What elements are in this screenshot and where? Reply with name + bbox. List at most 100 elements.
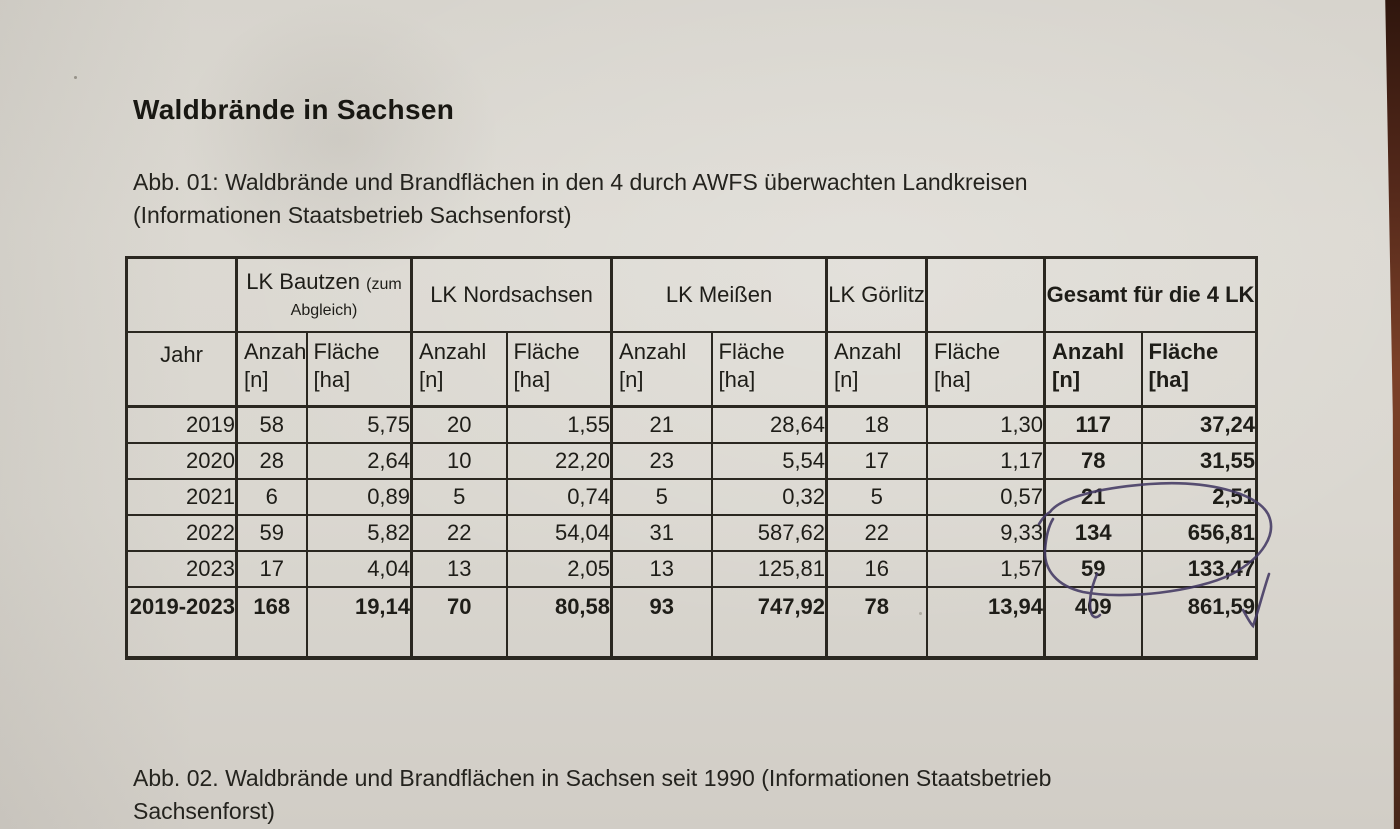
table-cell: 22 xyxy=(410,513,508,552)
table-cell: 133,47 xyxy=(1140,549,1258,588)
table-cell: 5 xyxy=(410,477,508,516)
table-cell: 31 xyxy=(610,513,713,552)
table-cell: 13 xyxy=(610,549,713,588)
caption-line: Sachsenforst) xyxy=(133,798,275,824)
col-header-flaeche: Fläche [ha] xyxy=(505,331,613,408)
table-cell: 2,51 xyxy=(1140,477,1258,516)
table-cell: 70 xyxy=(410,585,508,659)
table-surface-edge xyxy=(1385,0,1400,829)
table-cell: 587,62 xyxy=(710,513,828,552)
table-row: 2021 6 0,89 5 0,74 5 0,32 5 0,57 21 2,51 xyxy=(125,477,1258,516)
table-cell: 37,24 xyxy=(1140,405,1258,444)
table-subheader-row: Jahr Anzahl [n] Fläche [ha] Anzahl [n] Fläc… xyxy=(125,331,1258,408)
col-label: Anzahl xyxy=(834,339,902,364)
group-header-empty xyxy=(925,256,1046,333)
group-header-gesamt: Gesamt für die 4 LK xyxy=(1043,256,1258,333)
table-cell: 0,74 xyxy=(505,477,613,516)
table-total-row: 2019-2023 168 19,14 70 80,58 93 747,92 7… xyxy=(125,585,1258,659)
table-cell: 1,55 xyxy=(505,405,613,444)
table-cell: 861,59 xyxy=(1140,585,1258,659)
table-cell: 28 xyxy=(235,441,308,480)
group-header-goerlitz: LK Görlitz xyxy=(825,256,928,333)
table-cell: 656,81 xyxy=(1140,513,1258,552)
table-cell: 0,57 xyxy=(925,477,1046,516)
table-cell: 168 xyxy=(235,585,308,659)
table-cell: 2,64 xyxy=(305,441,413,480)
col-label: Fläche xyxy=(513,339,580,364)
abb01-table: LK Bautzen (zum Abgleich) LK Nordsachsen… xyxy=(125,256,1259,660)
table-row: 2019 58 5,75 20 1,55 21 28,64 18 1,30 11… xyxy=(125,405,1258,444)
col-header-flaeche: Fläche [ha] xyxy=(305,331,413,408)
group-header-meissen: LK Meißen xyxy=(610,256,828,333)
col-unit: [n] xyxy=(619,367,644,392)
table-cell: 23 xyxy=(610,441,713,480)
table-cell: 0,32 xyxy=(710,477,828,516)
table-cell: 21 xyxy=(610,405,713,444)
table-group-header-row: LK Bautzen (zum Abgleich) LK Nordsachsen… xyxy=(125,256,1258,333)
col-label: Anzahl xyxy=(419,339,487,364)
col-label: Fläche xyxy=(1148,339,1219,364)
col-label: Anzahl xyxy=(619,339,687,364)
page-title: Waldbrände in Sachsen xyxy=(133,94,455,125)
caption-abb02: Abb. 02. Waldbrände und Brandflächen in … xyxy=(133,762,1051,828)
table-cell: 59 xyxy=(235,513,308,552)
col-unit: [ha] xyxy=(1148,367,1189,392)
table-cell: 0,89 xyxy=(305,477,413,516)
group-header-nordsachsen: LK Nordsachsen xyxy=(410,256,613,333)
col-header-flaeche: Fläche [ha] xyxy=(925,331,1046,408)
table-cell: 134 xyxy=(1043,513,1143,552)
col-header-anzahl: Anzahl [n] xyxy=(235,331,308,408)
col-unit: [ha] xyxy=(513,367,551,392)
table-cell: 19,14 xyxy=(305,585,413,659)
table-cell: 78 xyxy=(1043,441,1143,480)
table-cell: 2,05 xyxy=(505,549,613,588)
table-cell: 1,57 xyxy=(925,549,1046,588)
table-cell: 93 xyxy=(610,585,713,659)
caption-line: Abb. 01: Waldbrände und Brandflächen in … xyxy=(133,169,1028,195)
caption-line: Abb. 02. Waldbrände und Brandflächen in … xyxy=(133,765,1052,791)
table-cell: 21 xyxy=(1043,477,1143,516)
col-label: Anzahl xyxy=(244,339,307,364)
table-cell: 2020 xyxy=(125,441,238,480)
table-cell: 5 xyxy=(610,477,713,516)
table-cell: 16 xyxy=(825,549,928,588)
table-cell: 2019 xyxy=(125,405,238,444)
corner-cell xyxy=(125,256,238,333)
table-cell: 28,64 xyxy=(710,405,828,444)
table-row: 2022 59 5,82 22 54,04 31 587,62 22 9,33 … xyxy=(125,513,1258,552)
table-row: 2023 17 4,04 13 2,05 13 125,81 16 1,57 5… xyxy=(125,549,1258,588)
table-cell: 58 xyxy=(235,405,308,444)
col-header-anzahl: Anzahl [n] xyxy=(1043,331,1143,408)
dust-speck xyxy=(74,76,77,79)
table-cell: 5 xyxy=(825,477,928,516)
table-cell: 2022 xyxy=(125,513,238,552)
table-row: 2020 28 2,64 10 22,20 23 5,54 17 1,17 78… xyxy=(125,441,1258,480)
group-note: (zum Abgleich) xyxy=(290,276,402,319)
table-cell: 5,82 xyxy=(305,513,413,552)
table-cell: 17 xyxy=(825,441,928,480)
col-label: Fläche xyxy=(718,339,785,364)
table-cell: 2019-2023 xyxy=(125,585,238,659)
table-cell: 22 xyxy=(825,513,928,552)
col-label: Fläche xyxy=(934,339,1001,364)
table-cell: 17 xyxy=(235,549,308,588)
table-cell: 10 xyxy=(410,441,508,480)
col-unit: [n] xyxy=(834,367,859,392)
table-cell: 5,75 xyxy=(305,405,413,444)
col-unit: [ha] xyxy=(934,367,971,392)
col-header-anzahl: Anzahl [n] xyxy=(410,331,508,408)
col-unit: [n] xyxy=(244,367,269,392)
col-label: Anzahl xyxy=(1052,339,1125,364)
table-cell: 13 xyxy=(410,549,508,588)
col-header-flaeche: Fläche [ha] xyxy=(710,331,828,408)
col-unit: [n] xyxy=(419,367,444,392)
table-cell: 6 xyxy=(235,477,308,516)
col-header-anzahl: Anzahl [n] xyxy=(825,331,928,408)
table-cell: 1,17 xyxy=(925,441,1046,480)
table-cell: 54,04 xyxy=(505,513,613,552)
col-label: Fläche xyxy=(313,339,380,364)
col-unit: [ha] xyxy=(313,367,351,392)
table-cell: 2021 xyxy=(125,477,238,516)
table-cell: 9,33 xyxy=(925,513,1046,552)
